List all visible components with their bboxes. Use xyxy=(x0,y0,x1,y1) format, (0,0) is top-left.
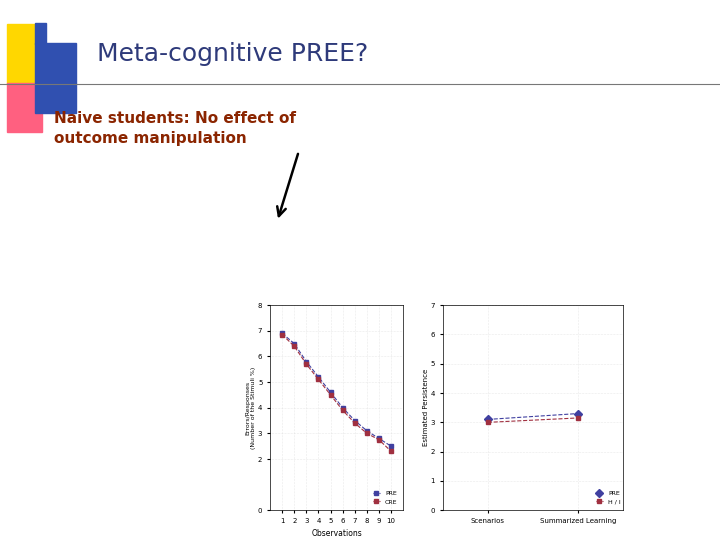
CRE xyxy=(363,430,372,436)
Legend: PRE, H / I: PRE, H / I xyxy=(593,488,624,507)
CRE xyxy=(326,392,335,398)
Legend: PRE, CRE: PRE, CRE xyxy=(370,488,400,507)
Y-axis label: Estimated Persistence: Estimated Persistence xyxy=(423,369,429,447)
H / I xyxy=(484,419,492,426)
X-axis label: Observations: Observations xyxy=(311,530,362,538)
Bar xyxy=(35,43,76,113)
CRE xyxy=(314,376,323,383)
PRE xyxy=(351,417,359,424)
PRE xyxy=(290,340,299,347)
Line: PRE: PRE xyxy=(280,331,393,448)
Y-axis label: Errors/Responses
(Number of the Stimuli %): Errors/Responses (Number of the Stimuli … xyxy=(246,367,256,449)
PRE xyxy=(374,435,383,442)
PRE xyxy=(573,410,582,417)
CRE xyxy=(338,407,347,414)
H / I xyxy=(573,415,582,421)
CRE xyxy=(351,420,359,427)
Bar xyxy=(7,24,42,84)
CRE xyxy=(278,332,287,338)
Bar xyxy=(35,23,46,44)
Text: Meta-cognitive PREE?: Meta-cognitive PREE? xyxy=(97,42,369,66)
Text: Naive students: No effect of
outcome manipulation: Naive students: No effect of outcome man… xyxy=(54,111,296,145)
PRE xyxy=(314,374,323,380)
Line: PRE: PRE xyxy=(485,411,580,422)
PRE xyxy=(363,428,372,434)
CRE xyxy=(374,436,383,443)
Line: CRE: CRE xyxy=(280,333,393,454)
CRE xyxy=(290,343,299,349)
PRE xyxy=(338,404,347,411)
Line: H / I: H / I xyxy=(486,416,580,424)
CRE xyxy=(387,448,395,455)
PRE xyxy=(278,330,287,336)
CRE xyxy=(302,361,310,367)
Bar xyxy=(7,83,42,132)
PRE xyxy=(387,443,395,449)
PRE xyxy=(484,416,492,423)
PRE xyxy=(326,389,335,395)
PRE xyxy=(302,359,310,365)
